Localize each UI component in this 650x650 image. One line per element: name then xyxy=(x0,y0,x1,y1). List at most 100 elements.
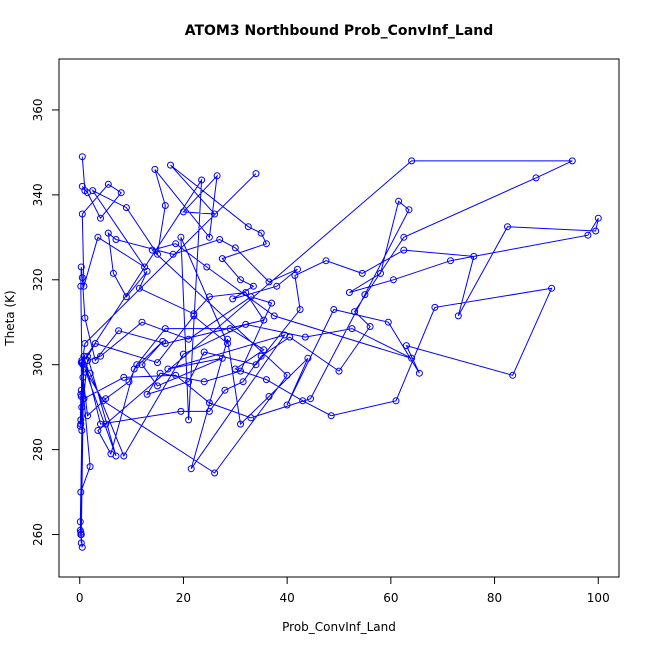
data-point xyxy=(78,182,86,190)
data-point xyxy=(156,369,164,377)
data-point xyxy=(327,412,335,420)
data-point xyxy=(377,269,384,277)
x-axis-label: Prob_ConvInf_Land xyxy=(282,620,396,634)
data-point xyxy=(283,401,291,409)
data-point xyxy=(185,416,193,424)
data-point xyxy=(120,452,128,460)
data-point xyxy=(109,269,117,277)
data-point xyxy=(159,337,167,345)
data-point xyxy=(185,335,193,343)
series-layer xyxy=(76,153,602,551)
data-point xyxy=(205,407,213,415)
x-tick-label: 40 xyxy=(280,591,295,605)
data-point xyxy=(104,180,112,188)
data-point xyxy=(211,469,219,477)
data-point xyxy=(211,210,219,218)
data-point xyxy=(78,403,86,411)
data-point xyxy=(200,378,208,386)
data-point xyxy=(77,539,85,547)
data-point xyxy=(244,223,252,231)
data-point xyxy=(78,427,86,434)
y-tick-label: 360 xyxy=(31,98,45,121)
data-point xyxy=(262,376,270,384)
data-point xyxy=(257,352,265,360)
data-point xyxy=(307,395,314,403)
data-point xyxy=(167,161,174,169)
data-point xyxy=(213,172,221,180)
x-tick-label: 60 xyxy=(383,591,398,605)
x-axis: 0 20 40 60 80 100 xyxy=(76,576,610,605)
data-point xyxy=(78,153,86,161)
data-point xyxy=(81,365,89,373)
data-point xyxy=(400,246,408,254)
data-point xyxy=(470,252,478,260)
data-point xyxy=(187,465,195,473)
x-tick-label: 100 xyxy=(587,591,610,605)
x-tick-label: 0 xyxy=(76,591,84,605)
data-point xyxy=(247,414,255,422)
data-point xyxy=(431,303,439,311)
data-point xyxy=(301,333,309,341)
data-point xyxy=(239,378,247,386)
data-point xyxy=(104,229,112,237)
y-tick-label: 280 xyxy=(31,438,45,461)
data-point xyxy=(400,233,408,241)
data-point xyxy=(190,312,198,320)
data-point xyxy=(135,284,143,292)
data-point xyxy=(94,427,102,434)
data-point xyxy=(260,346,268,354)
data-point xyxy=(237,420,244,428)
data-point xyxy=(415,369,423,377)
data-point xyxy=(221,386,229,394)
data-point xyxy=(218,255,226,263)
data-point xyxy=(84,352,91,360)
data-point xyxy=(405,206,413,214)
y-tick-label: 320 xyxy=(31,268,45,291)
data-point xyxy=(80,352,88,360)
data-point xyxy=(77,531,85,538)
data-point xyxy=(169,250,177,258)
data-point xyxy=(226,325,234,333)
data-point xyxy=(80,282,88,290)
data-point xyxy=(389,276,397,284)
data-point xyxy=(112,452,120,460)
y-tick-label: 300 xyxy=(31,353,45,376)
data-point xyxy=(78,359,86,367)
data-point xyxy=(143,390,151,398)
data-point xyxy=(283,371,291,379)
data-point xyxy=(447,257,454,265)
data-point xyxy=(81,340,89,347)
data-point xyxy=(247,293,255,301)
data-point xyxy=(252,361,260,369)
data-point xyxy=(115,327,123,335)
data-point xyxy=(78,274,86,282)
data-point xyxy=(392,397,400,405)
data-point xyxy=(218,354,226,362)
data-point xyxy=(237,276,244,284)
data-point xyxy=(504,223,511,231)
data-point xyxy=(172,371,180,379)
y-tick-label: 260 xyxy=(31,523,45,546)
data-point xyxy=(117,189,125,197)
data-point xyxy=(216,236,224,243)
data-point xyxy=(154,250,161,258)
data-point xyxy=(97,420,104,428)
data-point xyxy=(205,233,213,241)
data-point xyxy=(112,236,120,243)
data-point xyxy=(143,267,151,275)
y-axis: 260 280 300 320 340 360 xyxy=(31,98,60,546)
data-point xyxy=(268,299,276,307)
data-point xyxy=(78,543,86,551)
data-point xyxy=(78,210,86,218)
data-point xyxy=(76,518,84,526)
data-point xyxy=(97,352,104,360)
data-point xyxy=(291,272,299,279)
data-point xyxy=(262,240,270,248)
data-point xyxy=(79,373,87,381)
data-point xyxy=(179,208,187,216)
data-point xyxy=(252,170,260,178)
data-point xyxy=(224,335,231,343)
data-point xyxy=(294,265,301,273)
data-point xyxy=(91,340,99,347)
